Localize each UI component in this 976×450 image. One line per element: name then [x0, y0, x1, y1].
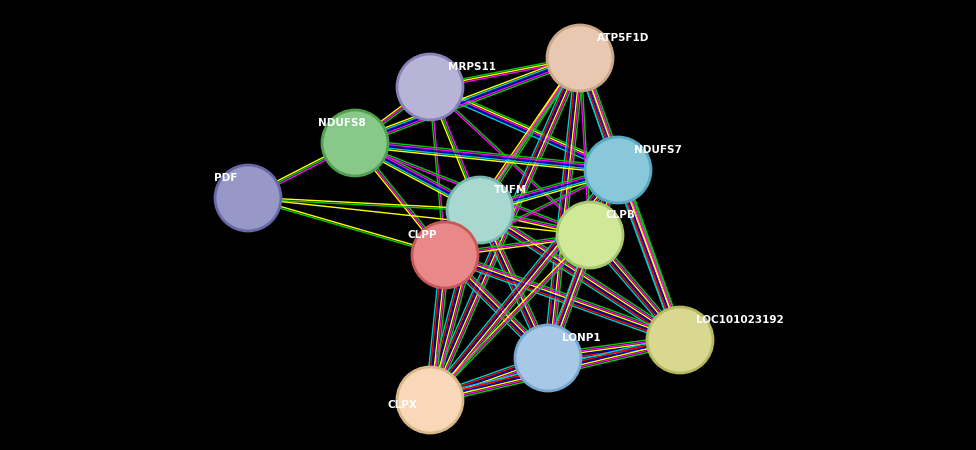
- Circle shape: [647, 307, 713, 373]
- Circle shape: [412, 222, 478, 288]
- Text: CLPX: CLPX: [388, 400, 418, 410]
- Text: NDUFS8: NDUFS8: [318, 118, 366, 128]
- Text: LOC101023192: LOC101023192: [696, 315, 784, 325]
- Circle shape: [547, 25, 613, 91]
- Circle shape: [397, 54, 463, 120]
- Text: TUFM: TUFM: [494, 185, 527, 195]
- Circle shape: [557, 202, 623, 268]
- Circle shape: [397, 367, 463, 433]
- Text: NDUFS7: NDUFS7: [634, 145, 682, 155]
- Circle shape: [515, 325, 581, 391]
- Text: LONP1: LONP1: [562, 333, 600, 343]
- Text: CLPB: CLPB: [606, 210, 636, 220]
- Circle shape: [447, 177, 513, 243]
- Text: MRPS11: MRPS11: [448, 62, 496, 72]
- Text: CLPP: CLPP: [408, 230, 437, 240]
- Text: ATP5F1D: ATP5F1D: [597, 33, 649, 43]
- Text: PDF: PDF: [214, 173, 237, 183]
- Circle shape: [322, 110, 388, 176]
- Circle shape: [585, 137, 651, 203]
- Circle shape: [215, 165, 281, 231]
